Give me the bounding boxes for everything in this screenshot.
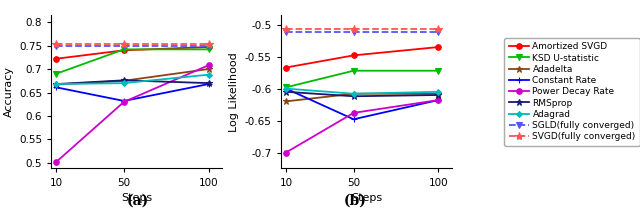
RMSprop — [282, 91, 290, 93]
Amortized SVGD — [120, 49, 128, 52]
Constant Rate — [52, 86, 60, 89]
KSD U-statistic — [350, 69, 358, 72]
Line: Amortized SVGD: Amortized SVGD — [283, 44, 441, 70]
Adagrad — [435, 91, 442, 93]
SVGD(fully converged) — [205, 43, 212, 46]
SVGD(fully converged) — [282, 27, 290, 30]
Line: Adadelta: Adadelta — [53, 66, 212, 88]
Amortized SVGD — [435, 46, 442, 48]
Power Decay Rate — [52, 161, 60, 163]
KSD U-statistic — [52, 72, 60, 75]
Line: RMSprop: RMSprop — [282, 88, 442, 100]
Adagrad — [282, 87, 290, 90]
Line: Adagrad: Adagrad — [54, 73, 211, 86]
Adadelta — [435, 92, 442, 95]
Adagrad — [205, 73, 212, 76]
SGLD(fully converged) — [120, 44, 128, 47]
Line: KSD U-statistic: KSD U-statistic — [282, 67, 442, 91]
Power Decay Rate — [205, 64, 212, 67]
Adagrad — [52, 83, 60, 85]
RMSprop — [350, 95, 358, 98]
Line: Amortized SVGD: Amortized SVGD — [54, 44, 211, 62]
RMSprop — [52, 83, 60, 85]
SGLD(fully converged) — [52, 44, 60, 47]
Line: SGLD(fully converged): SGLD(fully converged) — [282, 29, 442, 36]
Line: RMSprop: RMSprop — [53, 77, 212, 87]
Y-axis label: Log Likelihood: Log Likelihood — [229, 52, 239, 132]
KSD U-statistic — [120, 48, 128, 51]
SVGD(fully converged) — [52, 43, 60, 46]
KSD U-statistic — [282, 86, 290, 89]
KSD U-statistic — [435, 69, 442, 72]
Adadelta — [52, 83, 60, 86]
X-axis label: Steps: Steps — [351, 193, 382, 203]
Adagrad — [120, 82, 128, 84]
Amortized SVGD — [350, 54, 358, 57]
Text: (a): (a) — [127, 193, 148, 207]
Adadelta — [350, 92, 358, 95]
SVGD(fully converged) — [350, 27, 358, 30]
Constant Rate — [120, 100, 128, 102]
Power Decay Rate — [435, 99, 442, 101]
Line: Adagrad: Adagrad — [284, 87, 440, 96]
RMSprop — [435, 94, 442, 96]
Constant Rate — [350, 118, 358, 121]
Adadelta — [120, 79, 128, 82]
Amortized SVGD — [282, 66, 290, 69]
X-axis label: Steps: Steps — [121, 193, 152, 203]
Amortized SVGD — [52, 57, 60, 60]
Line: Adadelta: Adadelta — [282, 90, 442, 105]
Line: SVGD(fully converged): SVGD(fully converged) — [52, 40, 212, 48]
Power Decay Rate — [282, 151, 290, 154]
RMSprop — [205, 82, 212, 84]
Line: KSD U-statistic: KSD U-statistic — [53, 46, 212, 77]
Power Decay Rate — [350, 112, 358, 114]
SGLD(fully converged) — [282, 31, 290, 34]
Adadelta — [205, 68, 212, 70]
Constant Rate — [205, 83, 212, 85]
Amortized SVGD — [205, 46, 212, 48]
SGLD(fully converged) — [435, 31, 442, 34]
Adadelta — [282, 100, 290, 103]
RMSprop — [120, 79, 128, 82]
Line: Power Decay Rate: Power Decay Rate — [54, 62, 211, 165]
SGLD(fully converged) — [350, 31, 358, 34]
Line: Power Decay Rate: Power Decay Rate — [283, 97, 441, 155]
Line: Constant Rate: Constant Rate — [53, 81, 212, 104]
Line: SVGD(fully converged): SVGD(fully converged) — [282, 24, 442, 33]
Line: SGLD(fully converged): SGLD(fully converged) — [53, 42, 212, 49]
Adagrad — [350, 92, 358, 95]
KSD U-statistic — [205, 48, 212, 51]
SVGD(fully converged) — [120, 43, 128, 46]
Text: (b): (b) — [344, 193, 367, 207]
Line: Constant Rate: Constant Rate — [282, 85, 442, 123]
Constant Rate — [435, 99, 442, 101]
Constant Rate — [282, 87, 290, 90]
SGLD(fully converged) — [205, 44, 212, 47]
Y-axis label: Accuracy: Accuracy — [3, 66, 13, 117]
Legend: Amortized SVGD, KSD U-statistic, Adadelta, Constant Rate, Power Decay Rate, RMSp: Amortized SVGD, KSD U-statistic, Adadelt… — [504, 38, 640, 146]
SVGD(fully converged) — [435, 27, 442, 30]
Power Decay Rate — [120, 101, 128, 103]
